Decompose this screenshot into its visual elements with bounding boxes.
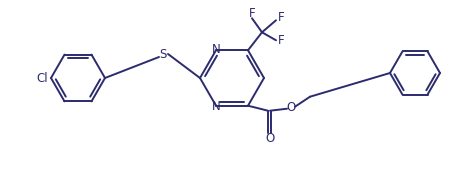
- Text: N: N: [212, 43, 220, 56]
- Text: S: S: [159, 48, 167, 61]
- Text: F: F: [249, 7, 255, 20]
- Text: O: O: [286, 101, 296, 114]
- Text: Cl: Cl: [36, 71, 48, 84]
- Text: F: F: [278, 11, 284, 24]
- Text: O: O: [265, 132, 274, 145]
- Text: F: F: [278, 34, 284, 47]
- Text: N: N: [212, 100, 220, 113]
